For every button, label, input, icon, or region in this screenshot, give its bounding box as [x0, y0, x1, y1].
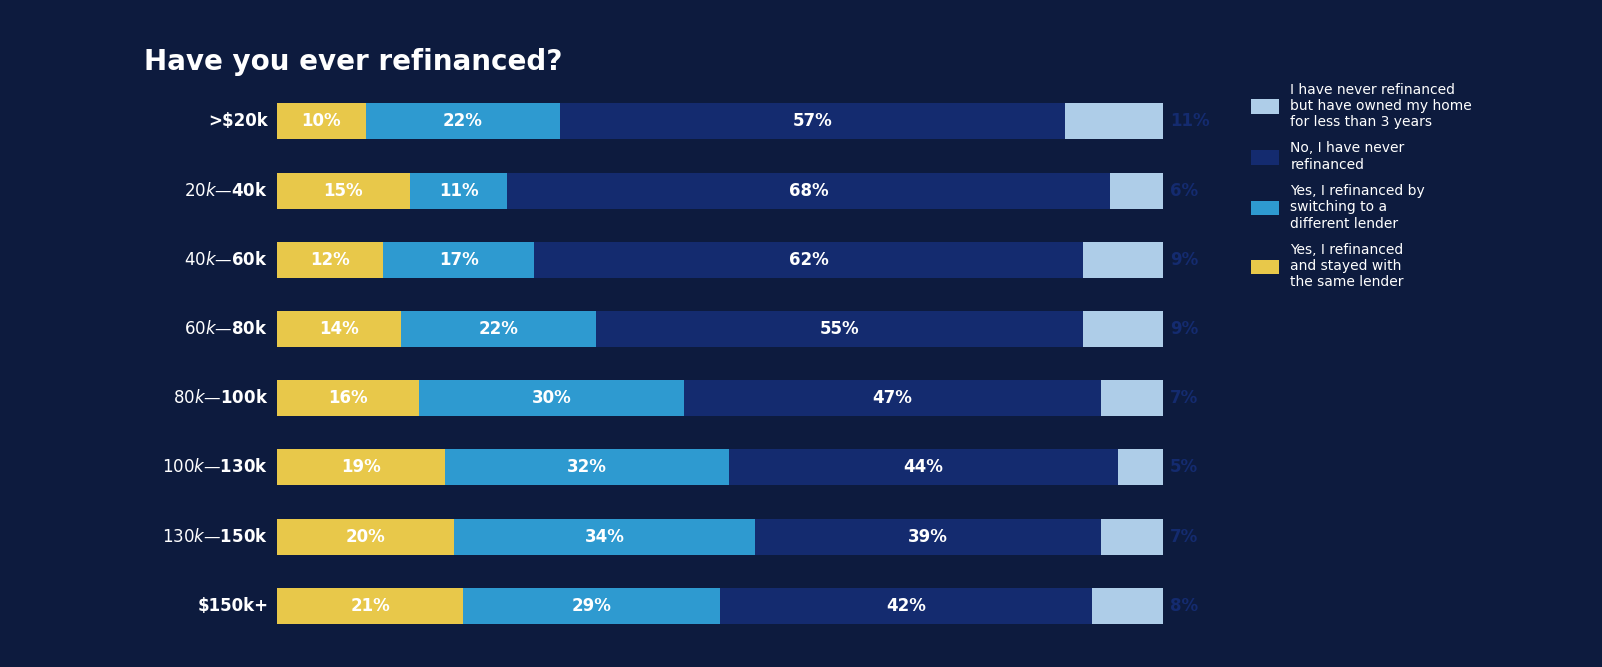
Bar: [418, 380, 684, 416]
Text: 10%: 10%: [301, 112, 341, 130]
Text: $130k—$150k: $130k—$150k: [162, 528, 268, 546]
Bar: [719, 588, 1093, 624]
Bar: [1110, 173, 1163, 209]
Text: $40k—$60k: $40k—$60k: [184, 251, 268, 269]
Text: 15%: 15%: [324, 181, 364, 199]
Bar: [400, 311, 596, 347]
Text: 47%: 47%: [873, 389, 913, 407]
Text: 7%: 7%: [1169, 528, 1198, 546]
Text: Have you ever refinanced?: Have you ever refinanced?: [144, 48, 562, 76]
Bar: [729, 450, 1118, 486]
Text: 9%: 9%: [1169, 251, 1198, 269]
Text: >$20k: >$20k: [208, 112, 268, 130]
Text: 16%: 16%: [328, 389, 368, 407]
Bar: [533, 241, 1083, 277]
Bar: [1101, 380, 1163, 416]
Text: 29%: 29%: [572, 597, 612, 615]
Text: $20k—$40k: $20k—$40k: [184, 181, 268, 199]
Text: 34%: 34%: [585, 528, 625, 546]
Bar: [365, 103, 561, 139]
Bar: [277, 173, 410, 209]
Bar: [596, 311, 1083, 347]
Text: $80k—$100k: $80k—$100k: [173, 389, 268, 407]
Text: 62%: 62%: [788, 251, 828, 269]
Bar: [277, 380, 418, 416]
Text: 44%: 44%: [904, 458, 944, 476]
Bar: [684, 380, 1101, 416]
Text: 32%: 32%: [567, 458, 607, 476]
Text: 19%: 19%: [341, 458, 381, 476]
Bar: [453, 518, 755, 554]
Text: 68%: 68%: [788, 181, 828, 199]
Text: $150k+: $150k+: [197, 597, 268, 615]
Bar: [1101, 518, 1163, 554]
Bar: [561, 103, 1065, 139]
Bar: [410, 173, 508, 209]
Text: 9%: 9%: [1169, 320, 1198, 338]
Text: 55%: 55%: [820, 320, 859, 338]
Bar: [1065, 103, 1163, 139]
Bar: [277, 241, 383, 277]
Bar: [1118, 450, 1163, 486]
Bar: [383, 241, 533, 277]
Text: 5%: 5%: [1169, 458, 1198, 476]
Text: 17%: 17%: [439, 251, 479, 269]
Bar: [277, 518, 453, 554]
Text: 6%: 6%: [1169, 181, 1198, 199]
Bar: [445, 450, 729, 486]
Bar: [755, 518, 1101, 554]
Bar: [277, 450, 445, 486]
Bar: [1093, 588, 1163, 624]
Text: 11%: 11%: [1169, 112, 1210, 130]
Text: 22%: 22%: [444, 112, 482, 130]
Bar: [463, 588, 719, 624]
Bar: [508, 173, 1110, 209]
Text: 39%: 39%: [908, 528, 948, 546]
Text: 21%: 21%: [351, 597, 389, 615]
Bar: [1083, 311, 1163, 347]
Text: 12%: 12%: [311, 251, 351, 269]
Text: 42%: 42%: [886, 597, 926, 615]
Legend: I have never refinanced
but have owned my home
for less than 3 years, No, I have: I have never refinanced but have owned m…: [1251, 83, 1472, 289]
Text: 57%: 57%: [793, 112, 833, 130]
Text: 14%: 14%: [319, 320, 359, 338]
Bar: [277, 103, 365, 139]
Text: 20%: 20%: [346, 528, 386, 546]
Text: $100k—$130k: $100k—$130k: [162, 458, 268, 476]
Bar: [277, 588, 463, 624]
Text: $60k—$80k: $60k—$80k: [184, 320, 268, 338]
Text: 22%: 22%: [479, 320, 519, 338]
Text: 11%: 11%: [439, 181, 479, 199]
Bar: [277, 311, 400, 347]
Bar: [1083, 241, 1163, 277]
Text: 30%: 30%: [532, 389, 572, 407]
Text: 8%: 8%: [1169, 597, 1198, 615]
Text: 7%: 7%: [1169, 389, 1198, 407]
